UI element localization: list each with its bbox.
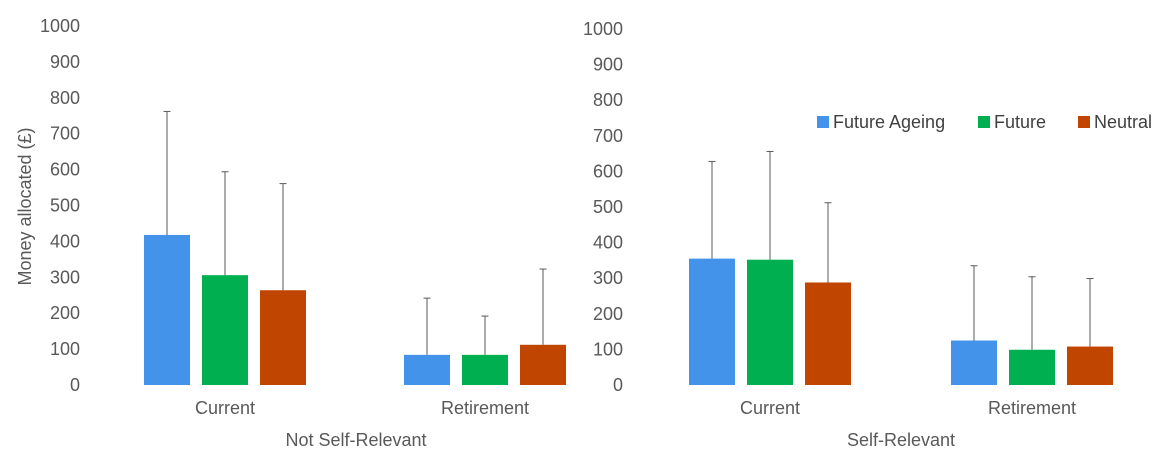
y-tick-label: 100 (593, 339, 623, 359)
y-tick-label: 700 (593, 126, 623, 146)
bar-neutral-retirement (520, 344, 566, 385)
y-tick-label: 400 (50, 231, 80, 251)
bar-neutral-retirement (1067, 346, 1113, 385)
bar-future-retirement (1009, 349, 1055, 385)
y-tick-label: 500 (50, 196, 80, 216)
category-label: Current (195, 398, 255, 418)
bar-future-current (747, 259, 793, 385)
legend-swatch-neutral (1078, 116, 1090, 128)
y-tick-label: 0 (70, 375, 80, 395)
legend-label: Neutral (1094, 112, 1152, 132)
y-tick-label: 800 (50, 88, 80, 108)
y-tick-label: 300 (593, 268, 623, 288)
legend-swatch-future-ageing (817, 116, 829, 128)
bar-future-current (202, 275, 248, 385)
y-tick-label: 0 (613, 375, 623, 395)
y-tick-label: 200 (50, 303, 80, 323)
y-tick-label: 1000 (40, 16, 80, 36)
legend-label: Future (994, 112, 1046, 132)
y-tick-label: 300 (50, 267, 80, 287)
y-tick-label: 500 (593, 197, 623, 217)
y-tick-label: 900 (593, 55, 623, 75)
y-tick-label: 200 (593, 304, 623, 324)
y-tick-label: 900 (50, 52, 80, 72)
category-label: Retirement (988, 398, 1076, 418)
bar-future-ageing-current (144, 234, 190, 385)
y-tick-label: 600 (593, 161, 623, 181)
bar-future-ageing-retirement (951, 340, 997, 385)
y-tick-label: 700 (50, 124, 80, 144)
bar-future-ageing-current (689, 258, 735, 385)
category-label: Retirement (441, 398, 529, 418)
bar-neutral-current (260, 290, 306, 385)
y-tick-label: 1000 (583, 19, 623, 39)
bar-future-retirement (462, 354, 508, 385)
y-tick-label: 800 (593, 90, 623, 110)
x-axis-title: Self-Relevant (847, 430, 955, 450)
legend-swatch-future (978, 116, 990, 128)
bar-neutral-current (805, 282, 851, 385)
y-tick-label: 100 (50, 339, 80, 359)
y-tick-label: 600 (50, 160, 80, 180)
x-axis-title: Not Self-Relevant (285, 430, 426, 450)
legend-label: Future Ageing (833, 112, 945, 132)
category-label: Current (740, 398, 800, 418)
y-axis-title: Money allocated (£) (15, 127, 35, 285)
y-tick-label: 400 (593, 233, 623, 253)
bar-future-ageing-retirement (404, 354, 450, 385)
